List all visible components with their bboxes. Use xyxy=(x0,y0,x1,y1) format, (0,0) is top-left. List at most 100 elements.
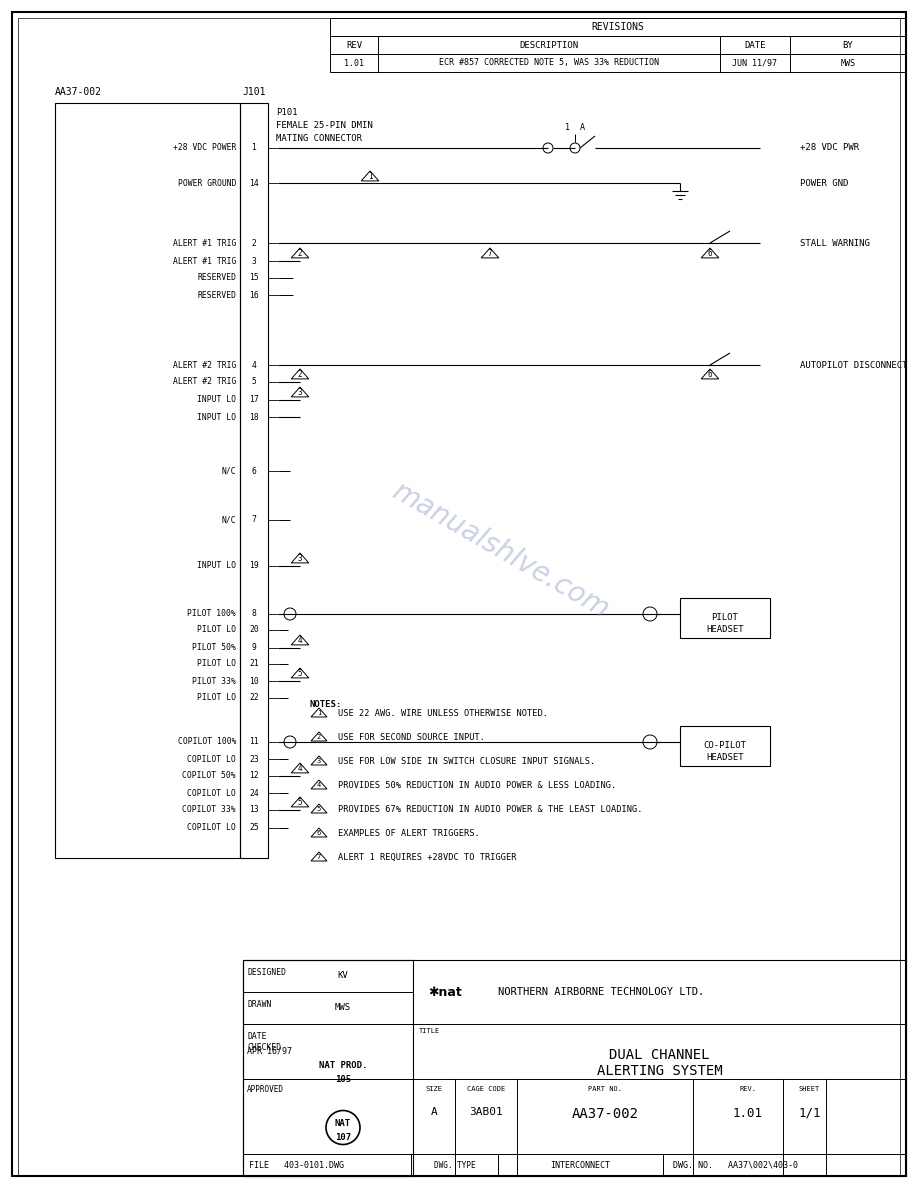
Bar xyxy=(680,598,770,638)
Text: 24: 24 xyxy=(249,789,259,797)
Text: 3: 3 xyxy=(297,555,302,563)
Text: 13: 13 xyxy=(249,805,259,815)
Text: 1.01: 1.01 xyxy=(733,1107,763,1120)
Text: PILOT: PILOT xyxy=(711,613,738,623)
Text: ECR #857 CORRECTED NOTE 5, WAS 33% REDUCTION: ECR #857 CORRECTED NOTE 5, WAS 33% REDUC… xyxy=(439,58,659,68)
Text: PILOT 100%: PILOT 100% xyxy=(187,609,236,619)
Text: 14: 14 xyxy=(249,178,259,188)
Text: USE FOR LOW SIDE IN SWITCH CLOSURE INPUT SIGNALS.: USE FOR LOW SIDE IN SWITCH CLOSURE INPUT… xyxy=(338,757,595,765)
Text: 25: 25 xyxy=(249,823,259,833)
Text: 1: 1 xyxy=(317,710,321,716)
Text: 20: 20 xyxy=(249,626,259,634)
Text: INPUT LO: INPUT LO xyxy=(197,562,236,570)
Text: A: A xyxy=(431,1107,437,1117)
Text: PART NO.: PART NO. xyxy=(588,1086,622,1092)
Text: 7: 7 xyxy=(252,516,256,524)
Text: MATING CONNECTOR: MATING CONNECTOR xyxy=(276,134,362,143)
Bar xyxy=(680,726,770,766)
Text: 5: 5 xyxy=(297,670,302,678)
Text: CO-PILOT: CO-PILOT xyxy=(703,741,746,751)
Text: ALERT #1 TRIG: ALERT #1 TRIG xyxy=(173,239,236,247)
Text: 3AB01: 3AB01 xyxy=(469,1107,503,1117)
Bar xyxy=(330,18,906,36)
Text: INTERCONNECT: INTERCONNECT xyxy=(551,1161,610,1169)
Text: 4: 4 xyxy=(317,783,321,789)
Text: STALL WARNING: STALL WARNING xyxy=(800,239,870,247)
Text: 8: 8 xyxy=(252,609,256,619)
Text: COPILOT 50%: COPILOT 50% xyxy=(183,771,236,781)
Text: COPILOT LO: COPILOT LO xyxy=(187,789,236,797)
Text: ALERT #2 TRIG: ALERT #2 TRIG xyxy=(173,360,236,369)
Text: PROVIDES 50% REDUCTION IN AUDIO POWER & LESS LOADING.: PROVIDES 50% REDUCTION IN AUDIO POWER & … xyxy=(338,781,616,790)
Bar xyxy=(330,53,906,72)
Text: USE 22 AWG. WIRE UNLESS OTHERWISE NOTED.: USE 22 AWG. WIRE UNLESS OTHERWISE NOTED. xyxy=(338,708,548,718)
Text: 10: 10 xyxy=(249,676,259,685)
Bar xyxy=(243,960,413,1176)
Text: 7: 7 xyxy=(487,249,492,259)
Text: COPILOT LO: COPILOT LO xyxy=(187,823,236,833)
Text: FILE   403-0101.DWG: FILE 403-0101.DWG xyxy=(249,1161,344,1169)
Text: PILOT LO: PILOT LO xyxy=(197,626,236,634)
Text: PILOT 50%: PILOT 50% xyxy=(192,644,236,652)
Text: REV: REV xyxy=(346,40,362,50)
Text: 4: 4 xyxy=(252,360,256,369)
Text: 9: 9 xyxy=(252,644,256,652)
Text: 1: 1 xyxy=(252,144,256,152)
Text: 3: 3 xyxy=(297,388,302,398)
Text: COPILOT 100%: COPILOT 100% xyxy=(177,738,236,746)
Text: 11: 11 xyxy=(249,738,259,746)
Text: 19: 19 xyxy=(249,562,259,570)
Bar xyxy=(330,36,906,53)
Text: manualshlve.com: manualshlve.com xyxy=(386,476,613,624)
Text: TITLE: TITLE xyxy=(419,1028,441,1034)
Text: DRAWN: DRAWN xyxy=(247,1000,272,1009)
Text: REVISIONS: REVISIONS xyxy=(591,23,644,32)
Text: JUN 11/97: JUN 11/97 xyxy=(733,58,778,68)
Text: 6: 6 xyxy=(317,830,321,836)
Text: AUTOPILOT DISCONNECT: AUTOPILOT DISCONNECT xyxy=(800,360,908,369)
Bar xyxy=(240,103,268,858)
Text: 3: 3 xyxy=(252,257,256,265)
Text: 1: 1 xyxy=(368,172,373,182)
Text: DESIGNED: DESIGNED xyxy=(247,968,286,977)
Text: REV.: REV. xyxy=(740,1086,756,1092)
Text: COPILOT 33%: COPILOT 33% xyxy=(183,805,236,815)
Text: J101: J101 xyxy=(242,87,265,97)
Text: 105: 105 xyxy=(335,1075,351,1083)
Text: ✱nat: ✱nat xyxy=(428,986,462,998)
Text: NAT PROD.: NAT PROD. xyxy=(319,1061,367,1069)
Text: 18: 18 xyxy=(249,412,259,422)
Text: 5: 5 xyxy=(252,378,256,386)
Text: 6: 6 xyxy=(708,249,712,259)
Text: 21: 21 xyxy=(249,659,259,669)
Text: 4: 4 xyxy=(297,764,302,773)
Text: 17: 17 xyxy=(249,396,259,404)
Text: +28 VDC PWR: +28 VDC PWR xyxy=(800,144,859,152)
Text: PROVIDES 67% REDUCTION IN AUDIO POWER & THE LEAST LOADING.: PROVIDES 67% REDUCTION IN AUDIO POWER & … xyxy=(338,804,643,814)
Text: PILOT 33%: PILOT 33% xyxy=(192,676,236,685)
Text: N/C: N/C xyxy=(221,467,236,475)
Text: COPILOT LO: COPILOT LO xyxy=(187,754,236,764)
Text: ALERT #2 TRIG: ALERT #2 TRIG xyxy=(173,378,236,386)
Text: RESERVED: RESERVED xyxy=(197,291,236,299)
Text: MWS: MWS xyxy=(841,58,856,68)
Text: NORTHERN AIRBORNE TECHNOLOGY LTD.: NORTHERN AIRBORNE TECHNOLOGY LTD. xyxy=(498,987,704,997)
Text: N/C: N/C xyxy=(221,516,236,524)
Text: 1  A: 1 A xyxy=(565,124,585,133)
Text: 1/1: 1/1 xyxy=(799,1107,821,1120)
Text: FEMALE 25-PIN DMIN: FEMALE 25-PIN DMIN xyxy=(276,121,373,129)
Text: HEADSET: HEADSET xyxy=(706,753,744,763)
Text: DWG. NO.   AA37\002\403-0: DWG. NO. AA37\002\403-0 xyxy=(673,1161,798,1169)
Text: HEADSET: HEADSET xyxy=(706,626,744,634)
Text: ALERT 1 REQUIRES +28VDC TO TRIGGER: ALERT 1 REQUIRES +28VDC TO TRIGGER xyxy=(338,853,517,861)
Text: MWS: MWS xyxy=(335,1004,351,1012)
Text: 12: 12 xyxy=(249,771,259,781)
Text: 5: 5 xyxy=(317,807,321,813)
Text: 3: 3 xyxy=(317,758,321,764)
Text: SIZE: SIZE xyxy=(426,1086,442,1092)
Text: DESCRIPTION: DESCRIPTION xyxy=(520,40,578,50)
Text: 2: 2 xyxy=(297,371,302,379)
Text: PILOT LO: PILOT LO xyxy=(197,659,236,669)
Text: 6: 6 xyxy=(252,467,256,475)
Text: 6: 6 xyxy=(708,371,712,379)
